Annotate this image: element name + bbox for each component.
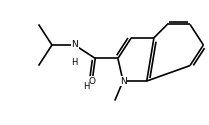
Text: N: N — [120, 76, 126, 86]
Text: H: H — [83, 82, 89, 91]
Text: O: O — [89, 76, 96, 86]
Text: N: N — [71, 40, 78, 50]
Text: H: H — [71, 58, 78, 67]
